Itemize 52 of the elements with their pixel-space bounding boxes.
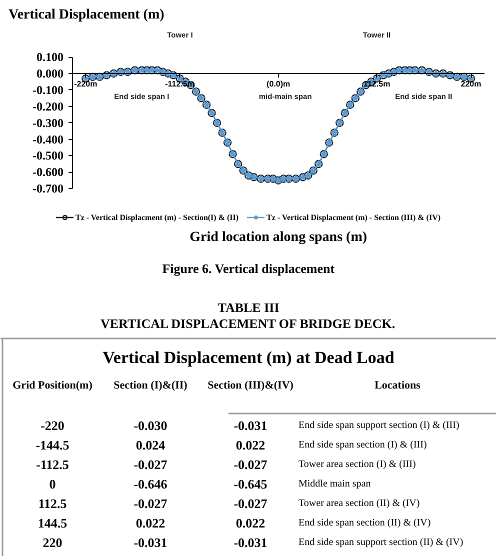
chart-title: Vertical Displacement (m)	[8, 8, 165, 22]
legend-label: Tz - Vertical Displacment (m) - Section(I) & (II)	[75, 212, 239, 222]
y-tick-label: 0.100	[36, 50, 64, 64]
text: TABLE III	[218, 300, 280, 315]
text: Section (III)&(IV)	[208, 380, 294, 392]
data-label: -0.027	[134, 496, 168, 511]
data-label: -0.645	[234, 476, 268, 492]
y-tick-label: -0.700	[32, 182, 64, 196]
data-label: 0.022	[236, 438, 266, 452]
category-label: 0	[49, 476, 56, 492]
text: Vertical Displacement (m) at Dead Load	[102, 348, 395, 367]
data-label: -0.031	[234, 535, 268, 550]
category-label: 144.5	[38, 516, 68, 530]
category-label: -112.5	[36, 457, 70, 472]
data-label: 0.022	[236, 516, 266, 530]
category-label: 220	[42, 535, 62, 550]
data-label: -0.031	[134, 535, 168, 550]
legend-label: Tz - Vertical Displacment (m) - Section (III) & (IV)	[266, 212, 441, 222]
x-tick-label: (0.0)m	[266, 80, 290, 89]
y-tick-label: -0.300	[32, 116, 64, 130]
data-label: -0.027	[234, 457, 268, 472]
text: End side span section (I) & (III)	[298, 440, 427, 450]
text: End side span support section (I) & (III)	[298, 420, 460, 431]
data-label: -0.027	[234, 496, 268, 511]
y-tick-label: -0.600	[32, 165, 64, 180]
category-label: 112.5	[38, 496, 68, 511]
y-tick-label: 0.000	[36, 66, 64, 81]
text: Grid Position(m)	[12, 380, 93, 392]
category-label: -144.5	[36, 438, 70, 452]
data-label: -0.030	[134, 418, 168, 433]
y-tick-label: -0.400	[32, 132, 64, 146]
text: VERTICAL DISPLACEMENT OF BRIDGE DECK.	[100, 316, 396, 331]
y-tick-label: -0.100	[32, 82, 64, 97]
text: Middle main span	[298, 478, 371, 490]
data-label: 0.024	[136, 438, 166, 452]
text: Tower area section (II) & (IV)	[298, 498, 420, 509]
y-tick-label: -0.500	[32, 148, 64, 163]
data-label: -0.031	[234, 418, 268, 433]
caption: Figure 6. Vertical displacement	[162, 261, 336, 276]
text: End side span support section (II) & (IV)	[298, 537, 464, 548]
text: End side span section (II) & (IV)	[298, 518, 431, 528]
text: Locations	[374, 380, 422, 392]
x-tick-label: -220m	[74, 80, 98, 89]
data-label: 0.022	[136, 516, 166, 530]
data-label: -0.027	[134, 457, 168, 472]
category-label: -220	[40, 418, 64, 433]
data-label: -0.646	[134, 476, 168, 492]
y-tick-label: -0.200	[32, 99, 64, 114]
x-axis-title: Grid location along spans (m)	[190, 230, 368, 246]
text: Tower area section (I) & (III)	[298, 459, 416, 470]
series-label: Section (I)&(II)	[114, 380, 188, 392]
x-tick-label: 220m	[460, 80, 482, 89]
